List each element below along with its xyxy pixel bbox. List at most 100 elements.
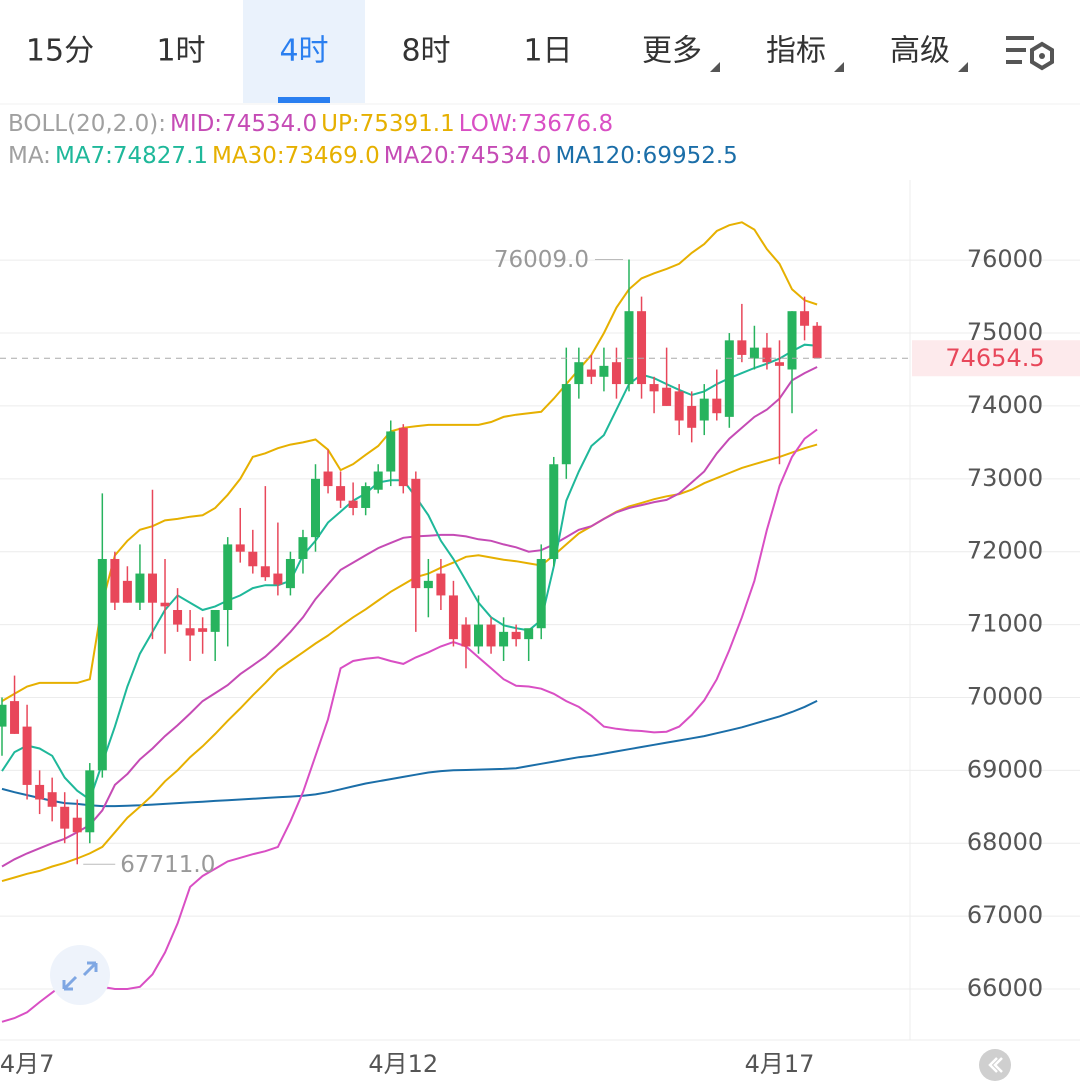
menu-label: 高级 — [890, 34, 950, 69]
y-tick-label: 72000 — [967, 537, 1043, 565]
annotation-label: 76009.0 — [494, 247, 589, 273]
candle-body — [185, 628, 195, 636]
candle-body — [724, 340, 734, 417]
candle-body — [611, 362, 621, 385]
candle-body — [10, 701, 20, 734]
legend-item: UP:75391.1 — [321, 111, 455, 137]
candle-body — [674, 391, 684, 421]
settings-icon[interactable] — [1006, 36, 1054, 71]
legend-item: MA7:74827.1 — [55, 143, 208, 169]
candle-body — [223, 544, 233, 610]
legend-row: BOLL(20,2.0): MID:74534.0 UP:75391.1 LOW:73… — [8, 111, 613, 137]
candle-body — [386, 431, 396, 472]
reset-chevrons — [988, 1057, 1003, 1073]
tab-label: 15分 — [26, 34, 94, 69]
tab[interactable]: 1日 — [523, 34, 572, 69]
menu[interactable]: 更多 — [642, 34, 720, 73]
candle-body — [486, 624, 496, 647]
candle-body — [586, 369, 596, 377]
menu-caret — [834, 62, 844, 72]
candle-body — [85, 770, 95, 833]
candle-body — [361, 486, 371, 508]
indicator-line — [1, 221, 818, 702]
candle-body — [336, 486, 346, 501]
indicator-line — [1, 343, 818, 802]
menu[interactable]: 高级 — [890, 34, 968, 73]
candle-body — [511, 631, 521, 640]
candle-body — [662, 387, 672, 406]
candle-body — [173, 610, 183, 625]
candle-body — [649, 384, 659, 392]
candle-body — [160, 602, 170, 607]
reset-button[interactable] — [979, 1049, 1011, 1081]
candle-body — [749, 347, 759, 359]
icon-dot — [1039, 53, 1045, 59]
x-tick-label: 4月12 — [368, 1050, 438, 1078]
candle-body — [273, 573, 283, 585]
tab-label: 8时 — [401, 34, 450, 69]
candle-body — [72, 817, 82, 833]
candle-body — [762, 347, 772, 363]
candle-body — [524, 628, 534, 640]
candle-body — [800, 311, 810, 326]
tab[interactable]: 1时 — [156, 34, 205, 69]
y-tick-label: 69000 — [967, 755, 1043, 783]
candle-body — [774, 362, 784, 366]
candle-body — [35, 784, 45, 800]
candle-body — [260, 566, 270, 578]
candle-body — [812, 325, 822, 359]
candle-body — [712, 398, 722, 414]
candle-body — [687, 405, 697, 428]
candle-body — [737, 340, 747, 355]
indicator-line — [1, 699, 818, 808]
candle-body — [210, 610, 220, 632]
candle-body — [474, 624, 484, 647]
indicator-line — [1, 428, 818, 1023]
tab-label: 1日 — [523, 34, 572, 69]
candle-body — [298, 537, 308, 559]
menu[interactable]: 指标 — [766, 34, 844, 73]
candle-body — [699, 398, 709, 421]
candle-body — [323, 471, 333, 487]
zoom-button[interactable] — [50, 945, 110, 1005]
legend-label: MA: — [8, 143, 51, 169]
candle-body — [97, 558, 107, 771]
y-tick-label: 74000 — [967, 391, 1043, 419]
candle-body — [499, 631, 509, 647]
candle-body — [436, 573, 446, 596]
indicator-line — [1, 443, 818, 883]
menu-caret — [710, 62, 720, 72]
tab[interactable]: 15分 — [26, 34, 94, 69]
legend-item: MA120:69952.5 — [555, 143, 737, 169]
x-tick-label: 4月7 — [0, 1050, 54, 1078]
menu-caret — [958, 62, 968, 72]
legend-row: MA: MA7:74827.1 MA30:73469.0 MA20:74534.0 MA… — [8, 143, 738, 169]
legend-item: MA30:73469.0 — [212, 143, 380, 169]
candle-body — [536, 558, 546, 629]
candle-body — [22, 726, 32, 785]
legend-item: LOW:73676.8 — [459, 111, 613, 137]
candle-body — [574, 362, 584, 385]
tab-active-bg — [243, 0, 365, 103]
candle-body — [398, 427, 408, 487]
tab-active-bar — [278, 97, 330, 103]
tab-label: 1时 — [156, 34, 205, 69]
candle-body — [373, 471, 383, 490]
candle-body — [549, 464, 559, 559]
candle-body — [637, 311, 647, 385]
candle-body — [147, 573, 157, 603]
candle-body — [461, 624, 471, 647]
candle-body — [198, 628, 208, 632]
legend-item: MA20:74534.0 — [384, 143, 552, 169]
tab[interactable]: 4时 — [243, 0, 365, 103]
tab[interactable]: 8时 — [401, 34, 450, 69]
candle-body — [787, 311, 797, 370]
last-price-box — [912, 340, 1080, 377]
candle-body — [624, 311, 634, 385]
y-tick-label: 70000 — [967, 682, 1043, 710]
tab-label: 4时 — [279, 34, 328, 69]
menu-label: 更多 — [642, 34, 702, 69]
candle-body — [348, 500, 358, 508]
